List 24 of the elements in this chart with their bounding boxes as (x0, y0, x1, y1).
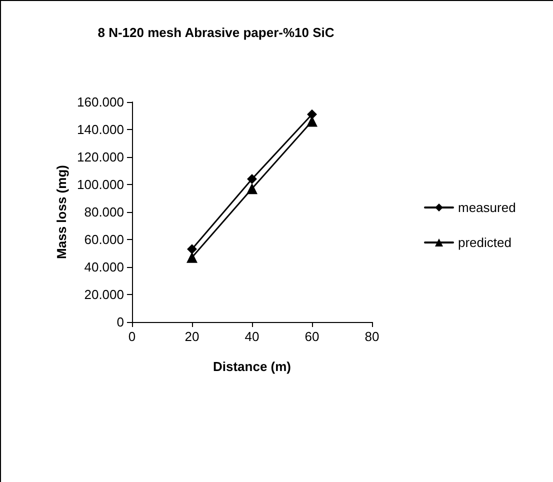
y-axis-title: Mass loss (mg) (54, 165, 69, 259)
point (246, 183, 258, 194)
y-tick-label: 0 (116, 314, 124, 330)
y-tick-label: 60.000 (84, 232, 124, 247)
legend-label: measured (458, 200, 516, 215)
x-tick-label: 80 (364, 329, 380, 344)
point (247, 174, 257, 184)
x-tick-label: 40 (244, 329, 260, 344)
x-tick-label: 20 (184, 329, 200, 344)
y-tick-label: 20.000 (84, 287, 124, 302)
x-axis-title: Distance (m) (212, 359, 292, 374)
x-tick-label: 60 (304, 329, 320, 344)
y-tick-label: 40.000 (84, 260, 124, 274)
legend-label: predicted (458, 235, 512, 250)
point (186, 252, 198, 263)
chart-title: 8 N-120 mesh Abrasive paper-%10 SiC (98, 25, 335, 40)
y-tick-label: 80.000 (84, 204, 124, 220)
y-tick-label: 120.000 (77, 150, 124, 164)
point (187, 244, 197, 254)
y-tick-label: 140.000 (77, 122, 124, 137)
x-tick-label: 0 (128, 329, 136, 344)
y-tick-label: 100.000 (77, 177, 124, 192)
point (307, 109, 317, 120)
y-tick-label: 160.000 (77, 94, 124, 110)
